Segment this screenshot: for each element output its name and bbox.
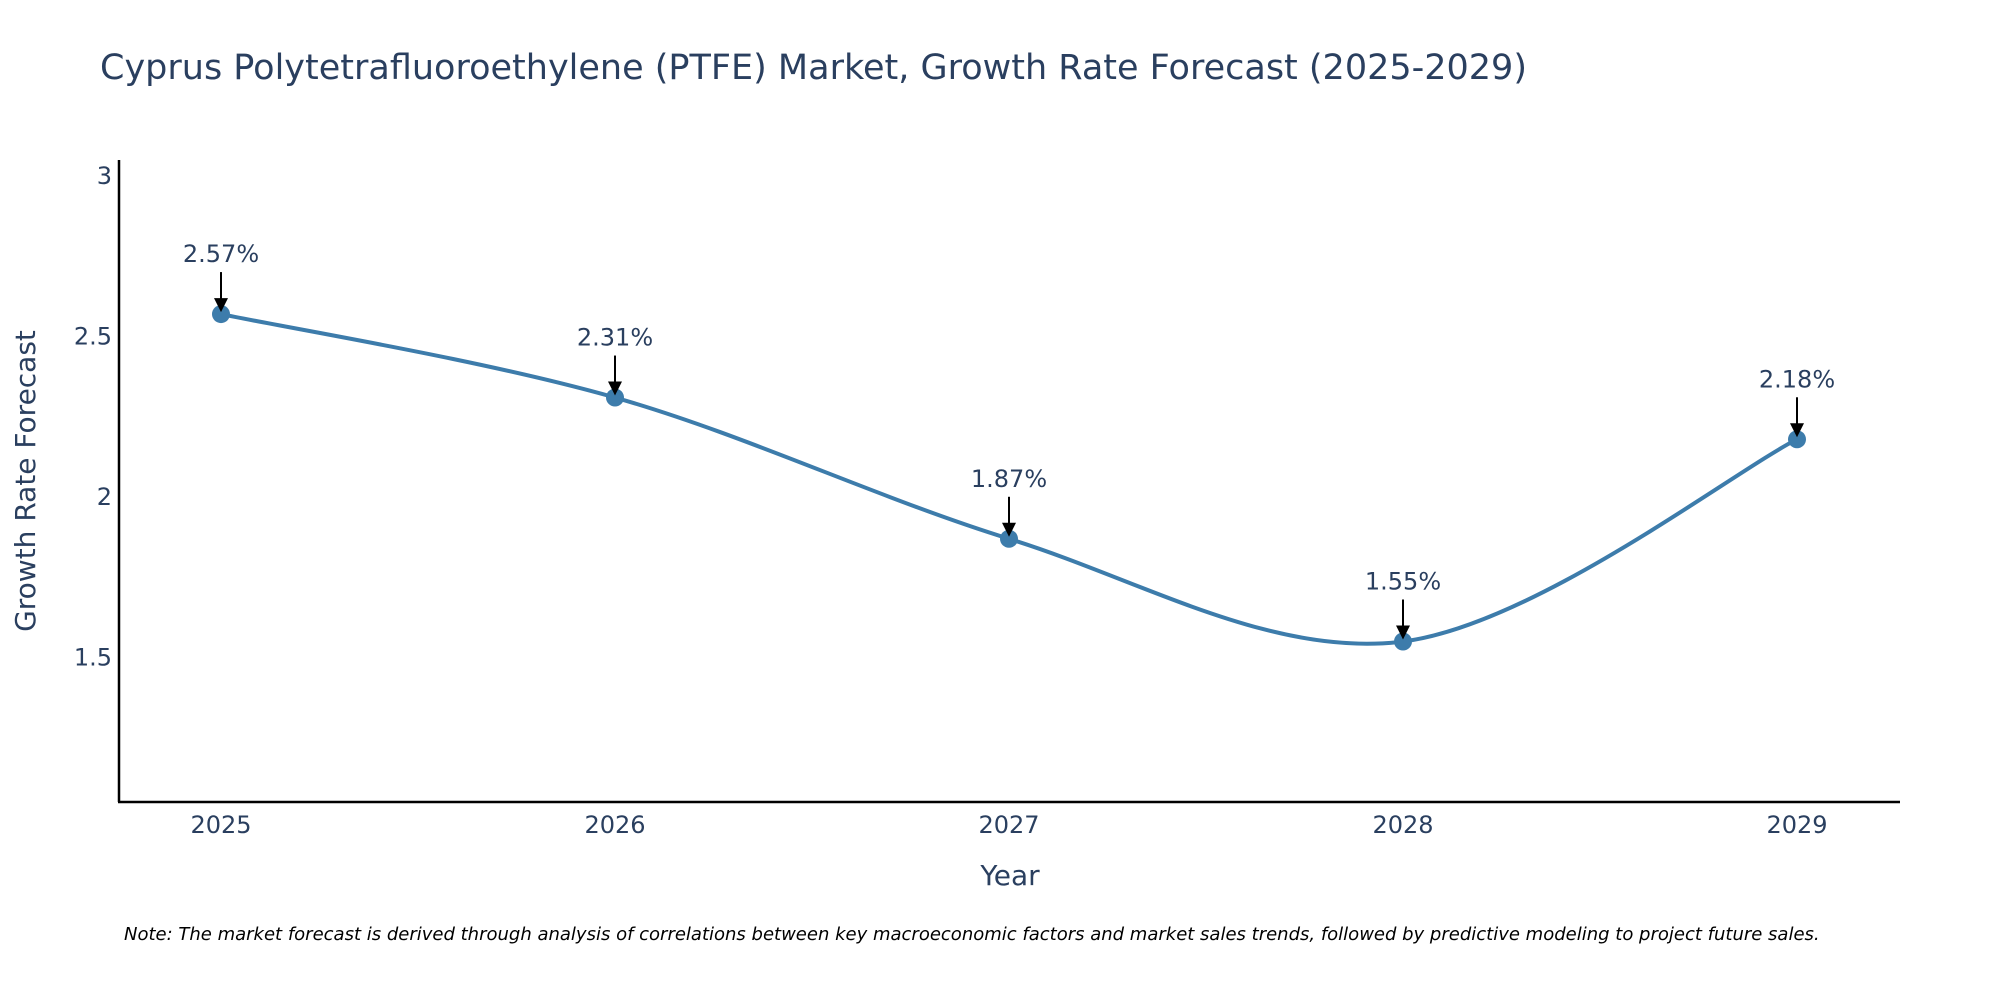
x-tick-label: 2025: [190, 811, 251, 839]
y-axis-title: Growth Rate Forecast: [9, 330, 42, 632]
data-label: 2.31%: [577, 324, 653, 352]
data-point: [1788, 430, 1806, 449]
x-axis-title: Year: [979, 859, 1040, 892]
annotation-arrow-head: [1396, 625, 1410, 640]
data-label: 1.87%: [971, 465, 1047, 493]
data-point: [1394, 632, 1412, 651]
data-points: [212, 305, 1806, 651]
y-axis-ticks: 1.5 2 2.5 3: [74, 162, 112, 672]
x-axis-ticks: 2025 2026 2027 2028 2029: [190, 811, 1827, 839]
y-tick-label: 2.5: [74, 323, 112, 351]
annotation-arrow-head: [214, 298, 228, 313]
annotation-arrow-head: [608, 381, 622, 396]
x-tick-label: 2026: [584, 811, 645, 839]
x-tick-label: 2028: [1372, 811, 1433, 839]
chart-title: Cyprus Polytetrafluoroethylene (PTFE) Ma…: [100, 48, 1527, 88]
data-annotations: 2.57% 2.31% 1.87% 1.55% 2.18%: [183, 240, 1835, 640]
data-label: 1.55%: [1365, 568, 1441, 596]
data-label: 2.18%: [1759, 365, 1835, 393]
data-point: [606, 388, 624, 407]
x-tick-label: 2029: [1766, 811, 1827, 839]
y-tick-label: 1.5: [74, 644, 112, 672]
data-label: 2.57%: [183, 240, 259, 268]
annotation-arrow-head: [1790, 423, 1804, 438]
data-point: [212, 305, 230, 324]
y-tick-label: 3: [97, 162, 112, 190]
footnote: Note: The market forecast is derived thr…: [124, 924, 1820, 945]
x-tick-label: 2027: [978, 811, 1039, 839]
annotation-arrow-head: [1002, 522, 1016, 537]
data-point: [1000, 529, 1018, 548]
y-tick-label: 2: [97, 483, 112, 511]
